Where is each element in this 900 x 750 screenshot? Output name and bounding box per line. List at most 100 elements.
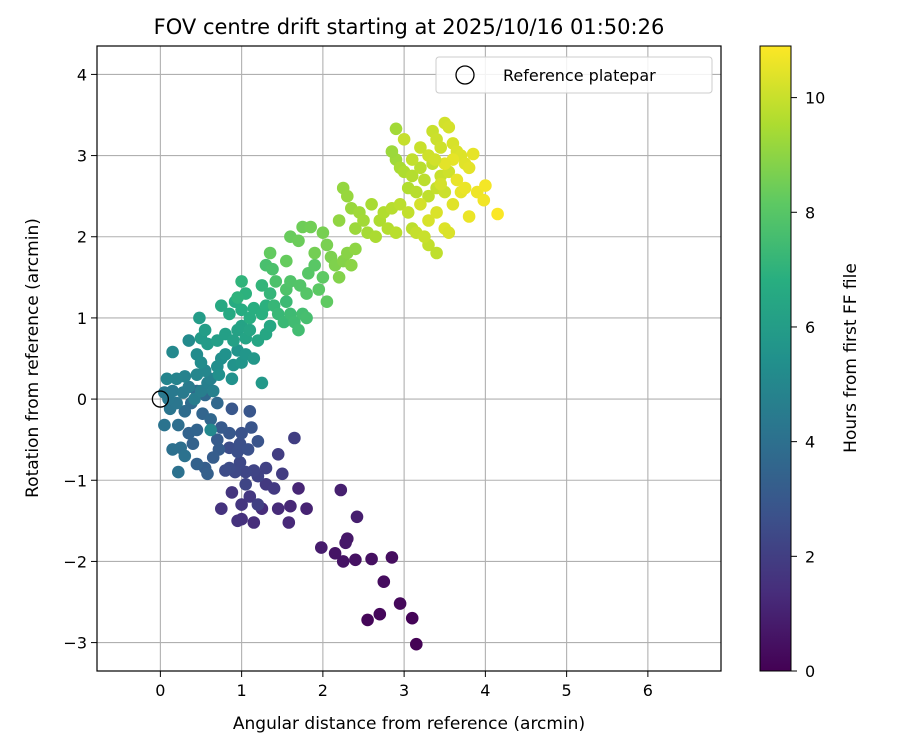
data-point	[308, 258, 322, 272]
data-point	[247, 516, 261, 529]
data-point	[345, 258, 358, 272]
data-point	[284, 275, 297, 288]
data-point	[349, 242, 362, 256]
data-point	[280, 254, 293, 268]
data-point	[193, 311, 206, 325]
plot-frame	[96, 45, 722, 672]
data-point	[292, 323, 305, 337]
data-point	[300, 287, 313, 300]
data-point	[349, 553, 362, 567]
x-tick-label: 4	[480, 681, 490, 700]
colorbar-tick-label: 0	[805, 662, 815, 681]
colorbar-tick-label: 10	[805, 89, 825, 108]
x-tick-label: 6	[643, 681, 653, 700]
colorbar-label: Hours from first FF file	[841, 263, 861, 453]
x-axis-label: Angular distance from reference (arcmin)	[233, 714, 585, 734]
data-point	[269, 275, 283, 288]
data-point	[292, 234, 305, 248]
data-point	[320, 238, 334, 252]
data-point	[263, 246, 277, 260]
data-point	[280, 295, 293, 309]
data-point	[204, 413, 217, 426]
data-point	[316, 271, 330, 284]
data-point	[334, 483, 348, 497]
data-point	[316, 226, 330, 239]
data-point	[282, 516, 296, 529]
data-point	[172, 418, 185, 432]
reference-marker	[151, 390, 170, 408]
data-point	[410, 185, 423, 199]
data-point	[263, 287, 277, 300]
data-point	[430, 246, 443, 260]
colorbar-tick-label: 2	[805, 547, 815, 566]
data-point	[466, 147, 480, 161]
x-tick-label: 2	[318, 681, 328, 700]
data-point	[211, 396, 224, 410]
data-point	[182, 380, 196, 394]
data-point	[288, 431, 301, 445]
data-point	[178, 405, 192, 418]
data-point	[341, 189, 354, 203]
y-tick-label: 1	[77, 309, 87, 328]
data-point	[422, 214, 435, 227]
data-point	[393, 198, 407, 211]
data-point	[414, 161, 427, 175]
legend: Reference platepar	[435, 56, 713, 94]
data-point	[397, 133, 411, 146]
y-tick-label: 0	[77, 390, 87, 409]
data-point	[332, 271, 346, 284]
data-point	[182, 334, 196, 347]
data-point	[308, 246, 322, 260]
data-point	[491, 207, 504, 221]
data-point	[292, 482, 305, 495]
data-point	[201, 337, 214, 351]
data-point	[414, 141, 427, 154]
data-point	[369, 230, 383, 243]
legend-marker	[455, 65, 475, 85]
data-point	[357, 214, 370, 227]
data-point	[410, 637, 423, 651]
data-point	[243, 405, 257, 418]
data-point	[418, 230, 431, 243]
data-point	[446, 198, 460, 211]
data-point	[442, 226, 456, 239]
data-point	[365, 552, 378, 566]
data-point	[186, 437, 200, 451]
data-point	[373, 607, 387, 621]
data-point	[315, 541, 328, 554]
data-point	[430, 206, 443, 219]
data-point	[350, 510, 364, 524]
data-point	[328, 547, 342, 560]
data-point	[225, 402, 239, 416]
data-point	[206, 451, 220, 464]
x-tick-label: 0	[155, 681, 165, 700]
data-point	[225, 486, 239, 499]
data-points	[158, 116, 504, 651]
legend-box	[435, 56, 713, 94]
data-point	[271, 448, 285, 461]
data-point	[166, 345, 179, 359]
y-tick-label: −2	[63, 552, 87, 571]
data-point	[405, 153, 419, 166]
data-point	[166, 384, 179, 398]
data-point	[477, 193, 491, 207]
x-axis-ticks: 0 1 2 3 4 5 6	[155, 671, 653, 700]
data-point	[479, 179, 492, 192]
data-point	[243, 490, 257, 503]
data-point	[442, 120, 456, 134]
chart-title: FOV centre drift starting at 2025/10/16 …	[154, 15, 665, 39]
data-point	[434, 141, 448, 154]
data-point	[336, 555, 350, 568]
data-point	[247, 352, 261, 365]
colorbar: 0 2 4 6 8 10 Hours from first FF file	[759, 45, 861, 681]
data-point	[418, 173, 431, 187]
colorbar-gradient	[759, 45, 792, 672]
data-point	[405, 611, 419, 625]
colorbar-ticks: 0 2 4 6 8 10	[791, 89, 825, 681]
data-point	[393, 597, 407, 610]
data-point	[332, 214, 346, 227]
data-point	[320, 295, 334, 309]
data-point	[190, 423, 204, 437]
data-point	[245, 421, 258, 434]
data-point	[405, 169, 419, 183]
